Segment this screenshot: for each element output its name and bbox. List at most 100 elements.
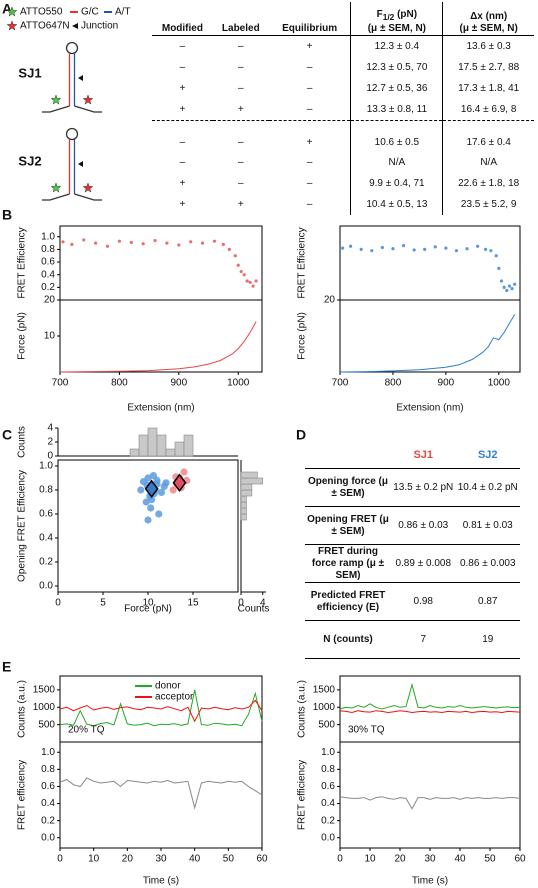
legend-label: ATTO550 — [20, 7, 63, 18]
table-cell: 7 — [391, 620, 456, 659]
y-tick-label: 1.0 — [39, 461, 53, 472]
histogram-bar — [240, 477, 264, 485]
table-cell: 0.81 ± 0.03 — [455, 506, 520, 545]
table-row: FRET during force ramp (μ ± SEM) 0.89 ± 0… — [305, 544, 520, 583]
x-tick-label: 10 — [364, 854, 376, 865]
histogram-bar — [156, 434, 167, 457]
table-cell: 10.4 ± 0.2 pN — [455, 468, 520, 507]
y-tick-label: 1500 — [33, 685, 56, 696]
table-cell: 13.6 ± 0.3 — [442, 35, 534, 57]
y-tick-label: 0 — [47, 451, 53, 462]
y-tick-label: 10 — [44, 331, 56, 342]
plot-frame — [339, 741, 521, 849]
header-text: (pN) — [394, 9, 418, 20]
table-cell: – — [179, 41, 186, 52]
table-cell: 12.7 ± 0.5, 36 — [350, 78, 443, 99]
table-cell: 0.98 — [391, 582, 456, 621]
corner-cell — [305, 442, 391, 469]
data-point — [423, 247, 427, 252]
y-tick-label: 0.4 — [39, 533, 53, 544]
x-axis-label: Force (pN) — [124, 604, 172, 615]
junction-icon — [72, 23, 78, 29]
data-point — [212, 239, 217, 243]
data-point — [165, 241, 169, 245]
plot-frame — [339, 299, 521, 373]
row-label: Predicted FRET efficiency (E) — [305, 582, 391, 621]
histogram-bar — [240, 501, 247, 509]
panel-label: A — [2, 1, 12, 17]
panel-label: C — [2, 427, 12, 443]
table-cell: 0.89 ± 0.008 — [391, 544, 456, 583]
histogram-bar — [138, 434, 149, 457]
x-tick-label: 0 — [55, 598, 61, 609]
data-point — [147, 504, 155, 512]
data-point — [70, 242, 74, 246]
y-tick-label: 500 — [38, 719, 55, 730]
table-cell: + — [179, 104, 186, 115]
table-cell: – — [238, 41, 244, 52]
column-header: Δx (nm) (μ ± SEM, N) — [442, 2, 534, 36]
header-text: (μ ± SEM, N) — [459, 23, 518, 34]
table-cell: 17.6 ± 0.4 — [442, 120, 534, 152]
x-tick-label: 1000 — [227, 378, 250, 389]
y-tick-label: 0.2 — [41, 282, 55, 293]
data-point — [489, 249, 493, 253]
y-tick-label: 0.2 — [321, 815, 335, 826]
table-cell: 9.9 ± 0.4, 71 — [350, 173, 443, 194]
data-point — [245, 279, 249, 283]
x-tick-label: 50 — [484, 854, 496, 865]
histogram-bar — [147, 427, 158, 457]
group-label: SJ1 — [18, 65, 41, 80]
x-tick-label: 30 — [155, 854, 167, 865]
annotation: 30% TQ — [348, 725, 385, 736]
x-tick-label: 900 — [170, 378, 187, 389]
table-cell: 13.5 ± 0.2 pN — [391, 468, 456, 507]
y-tick-label: 0.4 — [41, 269, 55, 280]
table-row: Opening force (μ ± SEM) 13.5 ± 0.2 pN 10.4… — [305, 468, 520, 507]
x-tick-label: 20 — [394, 854, 406, 865]
data-point — [200, 241, 205, 245]
trace — [59, 321, 257, 373]
data-point — [502, 285, 506, 289]
y-tick-label: 0.6 — [41, 257, 55, 268]
table-cell: + — [179, 178, 186, 189]
y-tick-label: 0.0 — [321, 832, 335, 843]
data-point — [153, 476, 161, 484]
data-point — [248, 280, 252, 284]
table-cell: – — [238, 62, 244, 73]
table-row: + + – 13.3 ± 0.8, 11 16.4 ± 6.9, 8 — [152, 99, 534, 121]
acceptor-star — [82, 182, 94, 193]
table-cell: 16.4 ± 6.9, 8 — [442, 99, 534, 121]
y-tick-label: 0.0 — [41, 832, 55, 843]
y-axis-label: FRET efficiency — [17, 760, 28, 830]
table-cell: – — [306, 62, 313, 73]
data-point — [251, 284, 255, 288]
table-cell: 0.86 ± 0.003 — [455, 544, 520, 583]
data-point — [236, 263, 240, 267]
data-point — [129, 240, 133, 245]
table-cell: – — [179, 157, 186, 168]
y-tick-label: 0.2 — [39, 557, 53, 568]
table-row: – – +10.6 ± 0.5 17.6 ± 0.4 — [152, 120, 534, 152]
table-cell: – — [306, 157, 313, 168]
data-point — [454, 249, 459, 253]
y-tick-label: 2 — [47, 437, 53, 448]
histogram-bar — [183, 434, 194, 457]
legend-label: A/T — [115, 7, 131, 18]
table-row: + – – 9.9 ± 0.4, 71 22.6 ± 1.8, 18 — [152, 173, 534, 194]
column-header: Equilibrium — [268, 2, 351, 36]
y-tick-label: 1000 — [33, 702, 56, 713]
data-point — [144, 474, 152, 482]
data-point — [180, 468, 188, 476]
data-point — [497, 266, 501, 270]
data-point — [510, 287, 514, 291]
row-label: N (counts) — [305, 620, 391, 659]
data-point — [401, 244, 406, 248]
y-tick-label: 0.8 — [41, 244, 55, 255]
histogram-bar — [174, 441, 185, 457]
x-tick-label: 60 — [256, 854, 268, 865]
table-cell: – — [212, 120, 269, 152]
plot-frame — [59, 299, 263, 373]
legend-label: Junction — [81, 21, 118, 32]
